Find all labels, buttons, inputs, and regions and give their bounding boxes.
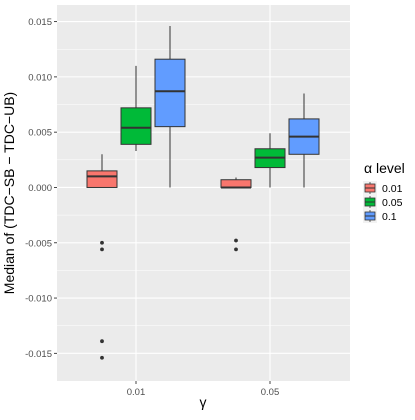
box-group — [86, 154, 118, 360]
legend-label: 0.01 — [382, 183, 403, 195]
boxes-layer — [86, 26, 320, 360]
y-axis-title: Median of (TDC−SB − TDC−UB) — [1, 92, 17, 294]
x-tick-label: 0.01 — [127, 387, 146, 398]
plot-panel — [57, 5, 350, 381]
box — [154, 58, 186, 128]
box-group — [120, 65, 152, 151]
box-group — [154, 26, 186, 188]
box — [120, 107, 152, 145]
legend-title: α level — [364, 160, 405, 176]
outlier-point — [234, 238, 238, 243]
box — [220, 179, 252, 188]
outlier-point — [100, 339, 104, 344]
box-group — [254, 133, 286, 188]
outlier-point — [100, 247, 104, 252]
y-tick-label: -0.005 — [25, 238, 52, 249]
box-group — [220, 177, 252, 252]
y-tick-label: -0.015 — [25, 349, 52, 360]
x-tick-label: 0.05 — [261, 387, 280, 398]
y-tick-label: -0.010 — [25, 294, 52, 305]
axes-layer: -0.015 -0.010 -0.005 0.000 0.005 0.010 0.015 0.… — [25, 17, 279, 398]
box — [86, 170, 118, 188]
outlier-point — [234, 247, 238, 252]
outlier-point — [100, 240, 104, 245]
outlier-point — [100, 355, 104, 360]
y-tick-label: 0.015 — [28, 17, 52, 28]
x-axis-title: γ — [200, 394, 207, 410]
box-group — [288, 93, 320, 188]
legend-label: 0.1 — [382, 211, 397, 223]
legend: α level 0.01 0.05 0.1 — [363, 160, 405, 223]
legend-label: 0.05 — [382, 197, 403, 209]
y-tick-label: 0.010 — [28, 72, 52, 83]
y-tick-label: 0.005 — [28, 128, 52, 139]
y-tick-label: 0.000 — [28, 183, 52, 194]
